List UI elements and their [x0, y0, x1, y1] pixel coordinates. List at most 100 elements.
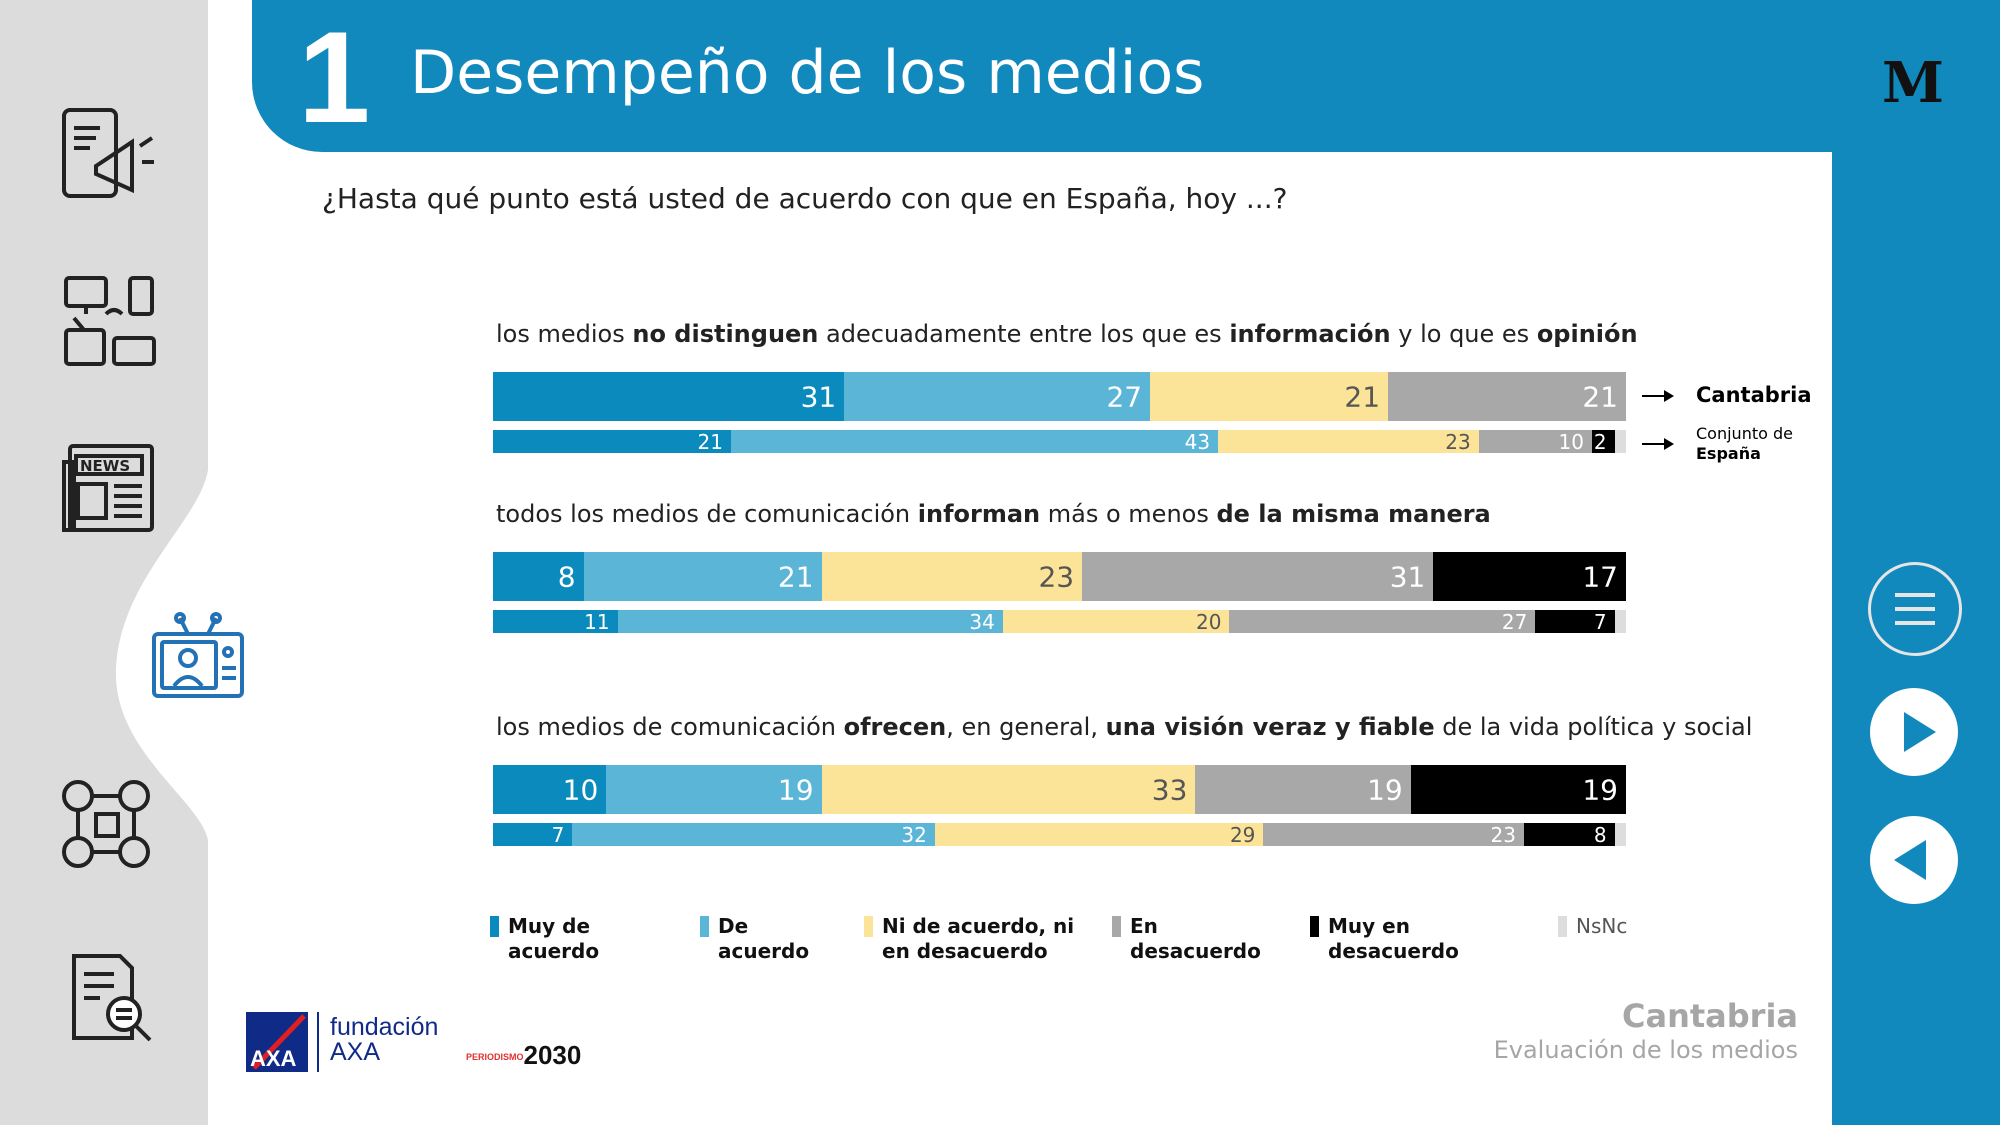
data-label: 19 — [1367, 773, 1403, 806]
bar-segment-nsnc — [1614, 430, 1626, 453]
data-label: 23 — [1038, 560, 1075, 593]
page-title: Desempeño de los medios — [410, 38, 1205, 108]
data-label: 31 — [800, 380, 837, 413]
bar-segment-en-desacuerdo: 21 — [1388, 372, 1626, 421]
espana-arrow — [1642, 438, 1674, 450]
legend-swatch — [490, 916, 499, 937]
data-label: 7 — [1593, 609, 1607, 634]
data-label: 8 — [557, 560, 576, 593]
bar-segment-en-desacuerdo: 31 — [1082, 552, 1434, 601]
statement-label: todos los medios de comunicación informa… — [496, 500, 1491, 528]
espana-bar: 21 43 23 10 2 — [493, 429, 1626, 454]
data-label: 19 — [777, 773, 814, 806]
back-icon — [1894, 840, 1926, 880]
data-label: 31 — [1389, 560, 1426, 593]
data-label: 29 — [1229, 822, 1256, 847]
bar-segment-ni-de-acuerdo: 21 — [1150, 372, 1389, 421]
previous-button[interactable] — [1870, 816, 1958, 904]
statement-label-part: no distinguen — [632, 320, 819, 348]
data-label: 23 — [1445, 429, 1471, 454]
legend-item-en-desacuerdo: En desacuerdo — [1112, 914, 1261, 964]
devices-icon[interactable] — [62, 274, 158, 375]
fundacion-line1: fundación — [330, 1013, 439, 1041]
newspaper-icon[interactable]: NEWS — [62, 442, 158, 543]
cantabria-arrow — [1642, 390, 1674, 402]
legend-swatch — [1112, 916, 1121, 937]
data-label: 21 — [777, 560, 814, 593]
statement-label-part: información — [1229, 320, 1391, 348]
survey-question: ¿Hasta qué punto está usted de acuerdo c… — [322, 182, 1288, 215]
espana-bar: 11 34 20 27 7 — [493, 609, 1626, 634]
bar-segment-nsnc — [1614, 823, 1626, 846]
data-label: 27 — [1106, 380, 1143, 413]
tv-icon[interactable] — [150, 612, 246, 707]
bar-segment-ni-de-acuerdo: 29 — [934, 822, 1264, 847]
legend-swatch — [864, 916, 873, 937]
statement-label-part: de la vida política y social — [1434, 713, 1753, 741]
data-label: 21 — [1344, 380, 1381, 413]
legend-item-de-acuerdo: De acuerdo — [700, 914, 809, 964]
bar-segment-ni-de-acuerdo: 23 — [821, 552, 1083, 601]
bar-segment-en-desacuerdo: 19 — [1195, 765, 1411, 814]
espana-label-line2: España — [1696, 444, 1761, 463]
data-label: 43 — [1184, 429, 1211, 454]
bar-segment-muy-en-desacuerdo: 17 — [1433, 552, 1626, 601]
bar-segment-muy-en-desacuerdo: 2 — [1591, 429, 1615, 454]
statement-label-part: más o menos — [1040, 500, 1217, 528]
legend-swatch — [700, 916, 709, 937]
bar-segment-muy-de-acuerdo: 11 — [493, 610, 618, 634]
bar-segment-muy-de-acuerdo: 8 — [493, 552, 584, 601]
header-banner — [252, 0, 1832, 152]
axa-logo: AXA — [246, 1012, 308, 1072]
cantabria-bar: 8 21 23 31 17 — [493, 552, 1626, 601]
legend-item-nsnc: NsNc — [1558, 914, 1627, 939]
bar-segment-muy-en-desacuerdo: 19 — [1410, 765, 1626, 814]
document-search-icon[interactable] — [70, 952, 154, 1047]
next-button[interactable] — [1870, 688, 1958, 776]
data-label: 17 — [1582, 560, 1618, 593]
statement-label-part: ofrecen — [843, 713, 947, 741]
data-label: 10 — [562, 773, 599, 806]
legend-label: Ni de acuerdo, ni en desacuerdo — [882, 914, 1075, 963]
data-label: 2 — [1593, 429, 1607, 454]
statement-label-part: una visión veraz y fiable — [1105, 713, 1435, 741]
espana-label: Conjunto de España — [1696, 424, 1793, 464]
bar-segment-muy-en-desacuerdo: 8 — [1523, 823, 1615, 847]
bar-segment-de-acuerdo: 19 — [606, 765, 822, 814]
periodismo-small: PERIODISMO — [466, 1052, 524, 1063]
data-label: 33 — [1151, 773, 1188, 806]
statement-label-part: , en general, — [946, 713, 1106, 741]
data-label: 20 — [1195, 609, 1222, 634]
bar-segment-muy-de-acuerdo: 10 — [493, 765, 607, 814]
play-icon — [1904, 712, 1936, 752]
data-label: 23 — [1490, 822, 1516, 847]
bar-segment-de-acuerdo: 27 — [844, 372, 1151, 421]
fundacion-axa-text: fundación AXA — [330, 1015, 438, 1065]
cantabria-bar: 10 19 33 19 19 — [493, 765, 1626, 814]
legend-label: NsNc — [1576, 914, 1628, 938]
cantabria-bar: 31 27 21 21 — [493, 372, 1626, 421]
data-label: 19 — [1582, 773, 1618, 806]
bar-segment-de-acuerdo: 21 — [583, 552, 822, 601]
bar-segment-ni-de-acuerdo: 33 — [821, 765, 1196, 814]
bar-segment-en-desacuerdo: 27 — [1229, 610, 1536, 634]
section-number: 1 — [298, 4, 371, 150]
hamburger-icon — [1895, 593, 1935, 625]
bar-segment-muy-en-desacuerdo: 7 — [1535, 609, 1615, 634]
bar-segment-en-desacuerdo: 23 — [1263, 822, 1524, 847]
statement-label-part: informan — [917, 500, 1041, 528]
legend-item-ni-de-acuerdo: Ni de acuerdo, ni en desacuerdo — [864, 914, 1094, 964]
menu-button[interactable] — [1868, 562, 1962, 656]
bar-segment-ni-de-acuerdo: 23 — [1218, 429, 1479, 454]
cantabria-label: Cantabria — [1696, 383, 1812, 407]
data-label: 7 — [551, 822, 565, 847]
social-media-icon[interactable] — [62, 780, 152, 875]
data-label: 32 — [901, 822, 927, 847]
statement-label-part: y lo que es — [1390, 320, 1537, 348]
bar-segment-ni-de-acuerdo: 20 — [1002, 609, 1230, 634]
axa-logo-text: AXA — [250, 1046, 297, 1071]
svg-text:NEWS: NEWS — [80, 457, 130, 475]
statement-label-part: todos los medios de comunicación — [496, 500, 918, 528]
m-logo: M — [1882, 50, 1944, 116]
mobile-megaphone-icon[interactable] — [60, 106, 156, 207]
